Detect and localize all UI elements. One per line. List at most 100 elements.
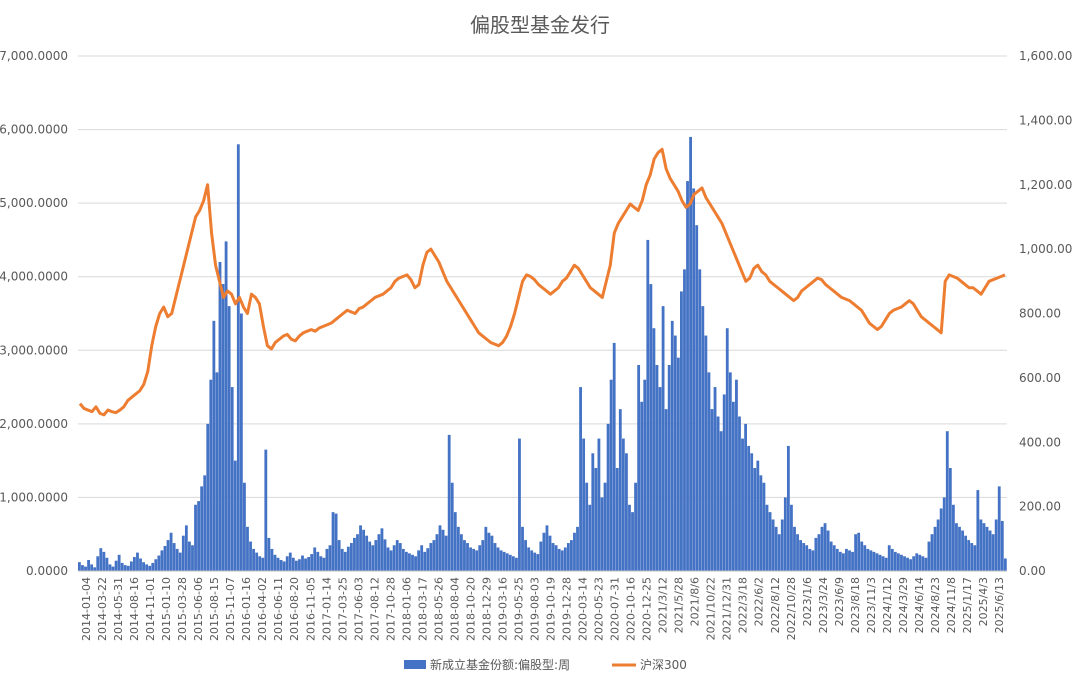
bar [698,269,702,571]
bar [857,532,861,571]
bar [340,548,344,571]
bar [224,241,228,571]
bar [881,556,885,571]
bar [197,501,200,571]
bar [759,475,763,571]
bar [576,526,579,571]
bar [151,562,155,571]
bar [493,543,497,571]
bar [84,566,87,571]
x-tick-label: 2022/6/2 [753,577,766,626]
bar [716,416,720,571]
bar [459,534,463,571]
left-y-tick-label: 3,000.0000 [0,343,68,357]
bar [701,306,705,571]
x-tick-label: 2016-01-16 [240,577,253,641]
bar [386,547,390,571]
bar [298,559,301,571]
bar [854,534,858,571]
bar [469,547,472,571]
bar [661,306,665,571]
bar [777,534,781,571]
x-tick-label: 2018-05-26 [432,577,445,641]
hs300-line [78,147,1006,417]
bar [472,548,476,571]
bar [441,529,445,571]
bar [316,551,320,571]
bar [768,512,772,571]
bar [866,548,870,571]
bar [408,553,411,571]
bar [637,365,641,571]
bar [484,526,488,571]
bar [545,525,549,571]
bar [771,519,775,571]
bar [188,541,191,571]
bar [848,550,851,571]
bar [255,552,259,571]
bar [961,530,964,571]
bar [252,548,255,571]
bar [548,535,552,571]
bar [793,526,796,571]
bar [105,557,109,571]
bar [933,526,937,571]
bar [655,365,659,571]
x-tick-label: 2025/1/17 [961,577,974,633]
bar [392,545,396,571]
bar [878,554,882,571]
bar [456,526,460,571]
bar [120,562,124,571]
bar [279,559,283,571]
x-tick-label: 2014-05-31 [112,577,125,641]
bar [551,543,555,571]
bar [860,541,864,571]
bar [288,552,292,571]
x-tick-label: 2015-01-10 [160,577,173,641]
bar [948,468,952,571]
bar [108,564,112,571]
bar [310,554,314,571]
bar [227,306,231,571]
bar [845,548,848,571]
bar [710,409,714,571]
bar [359,525,362,571]
bar [432,540,436,571]
x-tick-label: 2021/3/12 [657,577,670,633]
x-tick-label: 2023/8/18 [849,577,862,633]
x-tick-label: 2023/11/3 [865,577,878,633]
bar [524,540,527,571]
bar [722,394,726,571]
bar [78,562,81,571]
right-y-tick-label: 0.00 [1019,564,1046,578]
right-y-tick-label: 1,000.00 [1019,242,1072,256]
x-tick-label: 2020-10-16 [625,577,638,641]
bar [96,556,100,571]
left-y-tick-label: 0.0000 [26,564,68,578]
x-tick-label: 2021/12/31 [721,577,734,640]
bar [649,284,653,571]
bar [148,565,152,571]
bar [90,564,94,571]
bar [988,530,992,571]
bar [521,526,524,571]
bar [765,504,769,571]
bar [166,540,170,571]
x-tick-label: 2014-01-04 [80,577,93,641]
bar [417,550,421,571]
bar [863,545,867,571]
bar [163,545,167,571]
bar [294,560,298,571]
bar [756,460,760,571]
bar [401,548,405,571]
bar [585,482,589,571]
legend-bar-swatch [404,660,426,669]
bar [615,468,619,571]
bar [964,535,968,571]
bar [111,566,115,571]
bar [918,554,922,571]
bar [951,504,955,571]
bar [243,482,246,571]
bar [597,438,601,571]
bar [719,431,723,571]
